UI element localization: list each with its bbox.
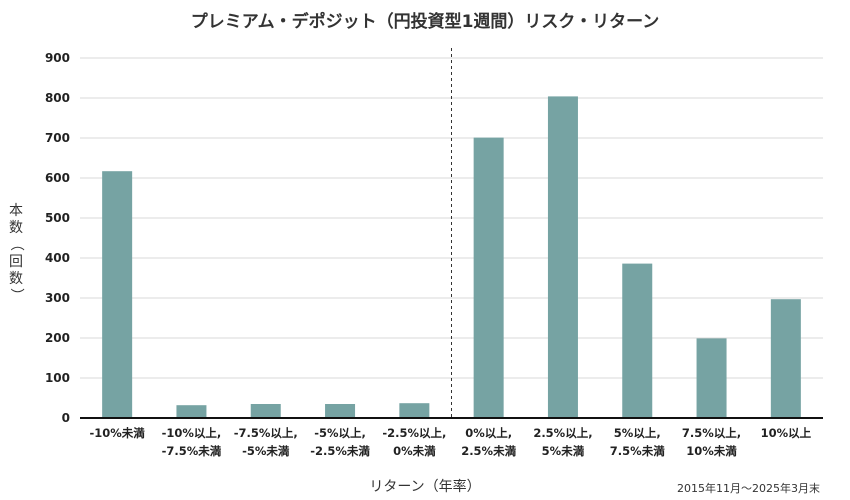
y-axis-label: 本数（回数） [8, 203, 24, 302]
x-tick-label: 0%以上, 2.5%未満 [461, 426, 516, 458]
bar [547, 96, 578, 419]
bar [770, 299, 801, 418]
x-tick-label: 5%以上, 7.5%未満 [610, 426, 665, 458]
bar [473, 137, 504, 418]
svg-text:数: 数 [9, 271, 23, 287]
svg-text:）: ） [8, 288, 24, 302]
x-tick-label: -7.5%以上, -5%未満 [234, 426, 298, 458]
chart-title: プレミアム・デポジット（円投資型1週間）リスク・リターン [191, 11, 659, 32]
y-tick-label: 600 [45, 171, 70, 185]
y-tick-label: 300 [45, 291, 70, 305]
period-note: 2015年11月～2025年3月末 [677, 481, 820, 495]
bar [250, 404, 281, 418]
svg-text:回: 回 [9, 254, 23, 270]
svg-text:本: 本 [9, 203, 23, 219]
svg-text:数: 数 [9, 220, 23, 236]
bar [102, 171, 133, 418]
bar [696, 338, 727, 418]
y-tick-label: 400 [45, 251, 70, 265]
y-tick-label: 200 [45, 331, 70, 345]
y-axis-ticks: 0 100 200 300 400 500 600 700 800 900 [45, 51, 70, 425]
y-tick-label: 500 [45, 211, 70, 225]
x-axis-ticks: -10%未満 -10%以上, -7.5%未満 -7.5%以上, -5%未満 -5%以上, -… [89, 426, 811, 458]
y-tick-label: 0 [62, 411, 70, 425]
bars [102, 96, 801, 419]
x-tick-label: -5%以上, -2.5%未満 [310, 426, 370, 458]
x-tick-label: -10%未満 [89, 426, 145, 440]
bar [399, 403, 430, 418]
y-tick-label: 900 [45, 51, 70, 65]
y-tick-label: 100 [45, 371, 70, 385]
bar [325, 404, 356, 418]
bar [622, 263, 653, 418]
x-tick-label: 10%以上 [761, 426, 812, 440]
x-tick-label: 2.5%以上, 5%未満 [533, 426, 592, 458]
x-tick-label: 7.5%以上, 10%未満 [682, 426, 741, 458]
x-tick-label: -2.5%以上, 0%未満 [382, 426, 446, 458]
y-tick-label: 800 [45, 91, 70, 105]
bar [176, 405, 207, 418]
x-axis-label: リターン（年率） [369, 478, 480, 495]
svg-text:（: （ [8, 237, 24, 251]
x-tick-label: -10%以上, -7.5%未満 [162, 426, 222, 458]
y-tick-label: 700 [45, 131, 70, 145]
